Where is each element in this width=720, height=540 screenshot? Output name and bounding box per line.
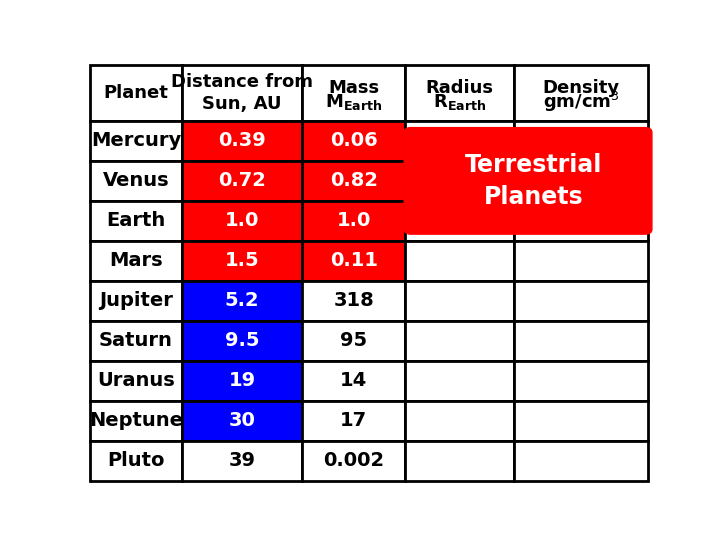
Bar: [182, 281, 302, 321]
Bar: [514, 121, 648, 161]
Bar: [514, 321, 648, 361]
Bar: [405, 161, 514, 201]
Text: Mars: Mars: [109, 251, 163, 271]
Bar: [302, 401, 405, 441]
Bar: [302, 161, 405, 201]
Text: 1.0: 1.0: [225, 211, 259, 231]
Bar: [90, 361, 182, 401]
Bar: [514, 241, 648, 281]
Text: 17: 17: [340, 411, 367, 430]
Text: 0.82: 0.82: [330, 171, 378, 191]
Bar: [405, 401, 514, 441]
Bar: [182, 65, 302, 121]
Text: 1.5: 1.5: [225, 251, 259, 271]
Text: 30: 30: [229, 411, 256, 430]
Bar: [302, 441, 405, 481]
Text: 0.002: 0.002: [323, 451, 384, 470]
Bar: [90, 321, 182, 361]
Text: Terrestrial
Planets: Terrestrial Planets: [465, 153, 603, 208]
Bar: [514, 441, 648, 481]
Text: Mercury: Mercury: [91, 131, 181, 151]
Text: Radius: Radius: [426, 79, 494, 97]
Bar: [405, 361, 514, 401]
Text: 0.06: 0.06: [330, 131, 377, 151]
Bar: [90, 281, 182, 321]
Text: gm/cm$^3$: gm/cm$^3$: [543, 90, 619, 114]
Text: 19: 19: [228, 371, 256, 390]
Text: Distance from
Sun, AU: Distance from Sun, AU: [171, 73, 313, 113]
Bar: [514, 201, 648, 241]
Text: 9.5: 9.5: [225, 331, 259, 350]
Bar: [302, 121, 405, 161]
Text: 1.0: 1.0: [336, 211, 371, 231]
Bar: [405, 201, 514, 241]
Bar: [405, 281, 514, 321]
Text: 14: 14: [340, 371, 367, 390]
Bar: [514, 161, 648, 201]
Polygon shape: [402, 158, 422, 191]
Bar: [405, 65, 514, 121]
Text: Saturn: Saturn: [99, 331, 173, 350]
Bar: [182, 441, 302, 481]
Bar: [90, 161, 182, 201]
Bar: [302, 201, 405, 241]
Bar: [514, 401, 648, 441]
Bar: [182, 241, 302, 281]
Text: Uranus: Uranus: [97, 371, 175, 390]
Bar: [90, 121, 182, 161]
Text: Venus: Venus: [103, 171, 169, 191]
Text: M$_\mathbf{Earth}$: M$_\mathbf{Earth}$: [325, 92, 382, 112]
Text: 5.2: 5.2: [225, 291, 259, 310]
Text: Planet: Planet: [104, 84, 168, 102]
Bar: [90, 201, 182, 241]
Bar: [405, 321, 514, 361]
Text: 39: 39: [228, 451, 256, 470]
Text: 0.11: 0.11: [330, 251, 378, 271]
Bar: [182, 321, 302, 361]
Text: 95: 95: [340, 331, 367, 350]
Text: Pluto: Pluto: [107, 451, 165, 470]
Text: Neptune: Neptune: [89, 411, 183, 430]
Bar: [182, 201, 302, 241]
Bar: [182, 361, 302, 401]
FancyBboxPatch shape: [404, 127, 652, 234]
Bar: [182, 401, 302, 441]
Bar: [302, 241, 405, 281]
Bar: [514, 65, 648, 121]
Text: Density: Density: [542, 79, 620, 97]
Bar: [182, 161, 302, 201]
Text: Earth: Earth: [107, 211, 166, 231]
Bar: [90, 65, 182, 121]
Bar: [302, 281, 405, 321]
Text: 0.39: 0.39: [218, 131, 266, 151]
Bar: [302, 321, 405, 361]
Bar: [405, 121, 514, 161]
Bar: [514, 281, 648, 321]
Bar: [182, 121, 302, 161]
Bar: [405, 241, 514, 281]
Bar: [302, 65, 405, 121]
Bar: [405, 441, 514, 481]
Text: 318: 318: [333, 291, 374, 310]
Bar: [90, 241, 182, 281]
Bar: [514, 361, 648, 401]
Text: Mass: Mass: [328, 79, 379, 97]
Text: R$_\mathbf{Earth}$: R$_\mathbf{Earth}$: [433, 92, 487, 112]
Bar: [302, 361, 405, 401]
Text: Jupiter: Jupiter: [99, 291, 173, 310]
Bar: [90, 441, 182, 481]
Bar: [90, 401, 182, 441]
Text: 0.72: 0.72: [218, 171, 266, 191]
